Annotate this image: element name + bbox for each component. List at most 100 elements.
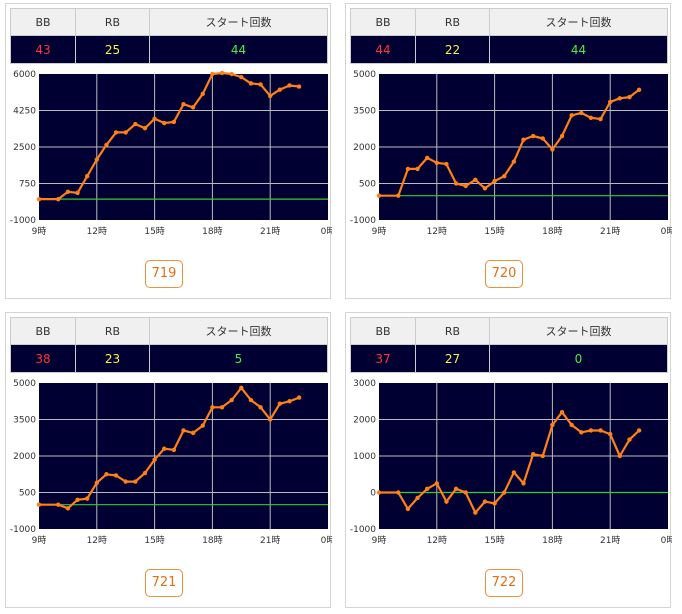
y-tick-label: 3500	[353, 107, 376, 117]
data-point	[171, 119, 177, 125]
data-point	[94, 480, 100, 485]
rb-header: RB	[415, 317, 490, 345]
rb-value: 27	[415, 344, 490, 373]
rb-header: RB	[75, 8, 150, 36]
start-count-value: 0	[489, 344, 668, 373]
y-tick-label: 2000	[353, 416, 376, 426]
data-point	[540, 453, 545, 459]
x-tick-label: 12時	[87, 226, 107, 237]
data-point	[104, 142, 109, 148]
data-point	[540, 136, 545, 141]
data-point	[617, 453, 623, 459]
y-tick-label: 4250	[13, 107, 36, 117]
data-point	[94, 157, 100, 162]
data-point	[75, 497, 80, 502]
data-point	[598, 428, 603, 433]
data-point	[65, 189, 71, 195]
data-point	[277, 401, 283, 406]
machine-number-button[interactable]: 720	[485, 260, 523, 288]
data-point	[171, 447, 177, 453]
bb-value: 43	[10, 35, 76, 64]
x-tick-label: 21時	[600, 226, 620, 237]
data-point	[415, 166, 420, 172]
data-point	[559, 410, 565, 415]
x-tick-label: 18時	[542, 226, 562, 237]
bb-value: 38	[10, 344, 76, 373]
data-point	[36, 502, 42, 507]
data-point	[181, 102, 186, 107]
data-point	[559, 133, 565, 139]
data-point	[569, 113, 574, 118]
data-point	[521, 137, 526, 142]
data-point	[598, 116, 603, 122]
data-point	[608, 431, 613, 437]
start-count-value: 44	[149, 35, 328, 64]
data-point	[36, 196, 42, 202]
data-point	[376, 193, 382, 198]
data-point	[239, 74, 244, 80]
data-point	[511, 159, 517, 164]
x-tick-label: 21時	[260, 226, 280, 237]
data-point	[492, 178, 497, 184]
rb-header: RB	[415, 8, 490, 36]
y-tick-label: 5000	[13, 379, 36, 389]
y-tick-label: 6000	[13, 70, 36, 80]
x-tick-label: 9時	[32, 535, 47, 546]
data-point	[444, 161, 449, 167]
data-point	[453, 181, 459, 186]
bb-header: BB	[10, 8, 76, 36]
data-point	[190, 430, 196, 436]
y-tick-label: -1000	[350, 525, 376, 535]
bb-header: BB	[10, 317, 76, 345]
machine-panel-722: BB RB スタート回数 37 27 0 9時 12時 15時 18時 21時 0時 300…	[345, 312, 672, 608]
y-tick-label: 3000	[353, 379, 376, 389]
slump-chart: 9時 12時 15時 18時 21時 0時 6000 4250 2500 750 -1000	[10, 70, 332, 237]
data-point	[511, 470, 517, 475]
data-point	[588, 428, 594, 433]
bb-value: 44	[350, 35, 416, 64]
data-point	[113, 473, 119, 478]
machine-number-button[interactable]: 722	[485, 569, 523, 597]
data-point	[133, 121, 138, 127]
data-point	[502, 174, 507, 179]
data-point	[219, 405, 225, 410]
x-tick-label: 15時	[144, 535, 164, 546]
stats-table: BB RB スタート回数 43 25 44	[10, 8, 328, 64]
data-point	[396, 490, 401, 495]
x-tick-label: 12時	[427, 226, 447, 237]
machine-number-button[interactable]: 719	[145, 260, 183, 288]
data-point	[434, 160, 439, 166]
machine-number-button[interactable]: 721	[145, 569, 183, 597]
data-point	[277, 87, 283, 92]
data-point	[287, 399, 292, 404]
rb-value: 25	[75, 35, 150, 64]
data-point	[482, 186, 488, 191]
data-point	[162, 446, 167, 451]
start-count-header: スタート回数	[489, 317, 668, 345]
data-point	[258, 405, 263, 410]
y-tick-label: 3500	[13, 416, 36, 426]
data-point	[376, 490, 382, 495]
data-point	[152, 457, 157, 462]
data-point	[162, 120, 167, 126]
machine-panel-719: BB RB スタート回数 43 25 44 9時 12時 15時 18時 21時 0時 60…	[5, 3, 332, 299]
x-tick-label: 18時	[542, 535, 562, 546]
data-point	[482, 499, 488, 504]
data-point	[608, 99, 613, 105]
y-tick-label: 1000	[353, 452, 376, 462]
data-point	[473, 177, 478, 183]
y-tick-label: -1000	[350, 216, 376, 226]
x-tick-label: 15時	[144, 226, 164, 237]
data-point	[627, 94, 632, 100]
data-point	[550, 422, 555, 428]
data-point	[268, 93, 273, 99]
data-point	[405, 166, 411, 172]
data-point	[424, 155, 430, 161]
start-count-value: 44	[489, 35, 668, 64]
x-tick-label: 15時	[484, 535, 504, 546]
data-point	[617, 96, 623, 101]
slump-chart: 9時 12時 15時 18時 21時 0時 3000 2000 1000 0 -1000	[350, 379, 672, 546]
bb-value: 37	[350, 344, 416, 373]
data-point	[75, 190, 80, 196]
data-point	[627, 437, 632, 442]
